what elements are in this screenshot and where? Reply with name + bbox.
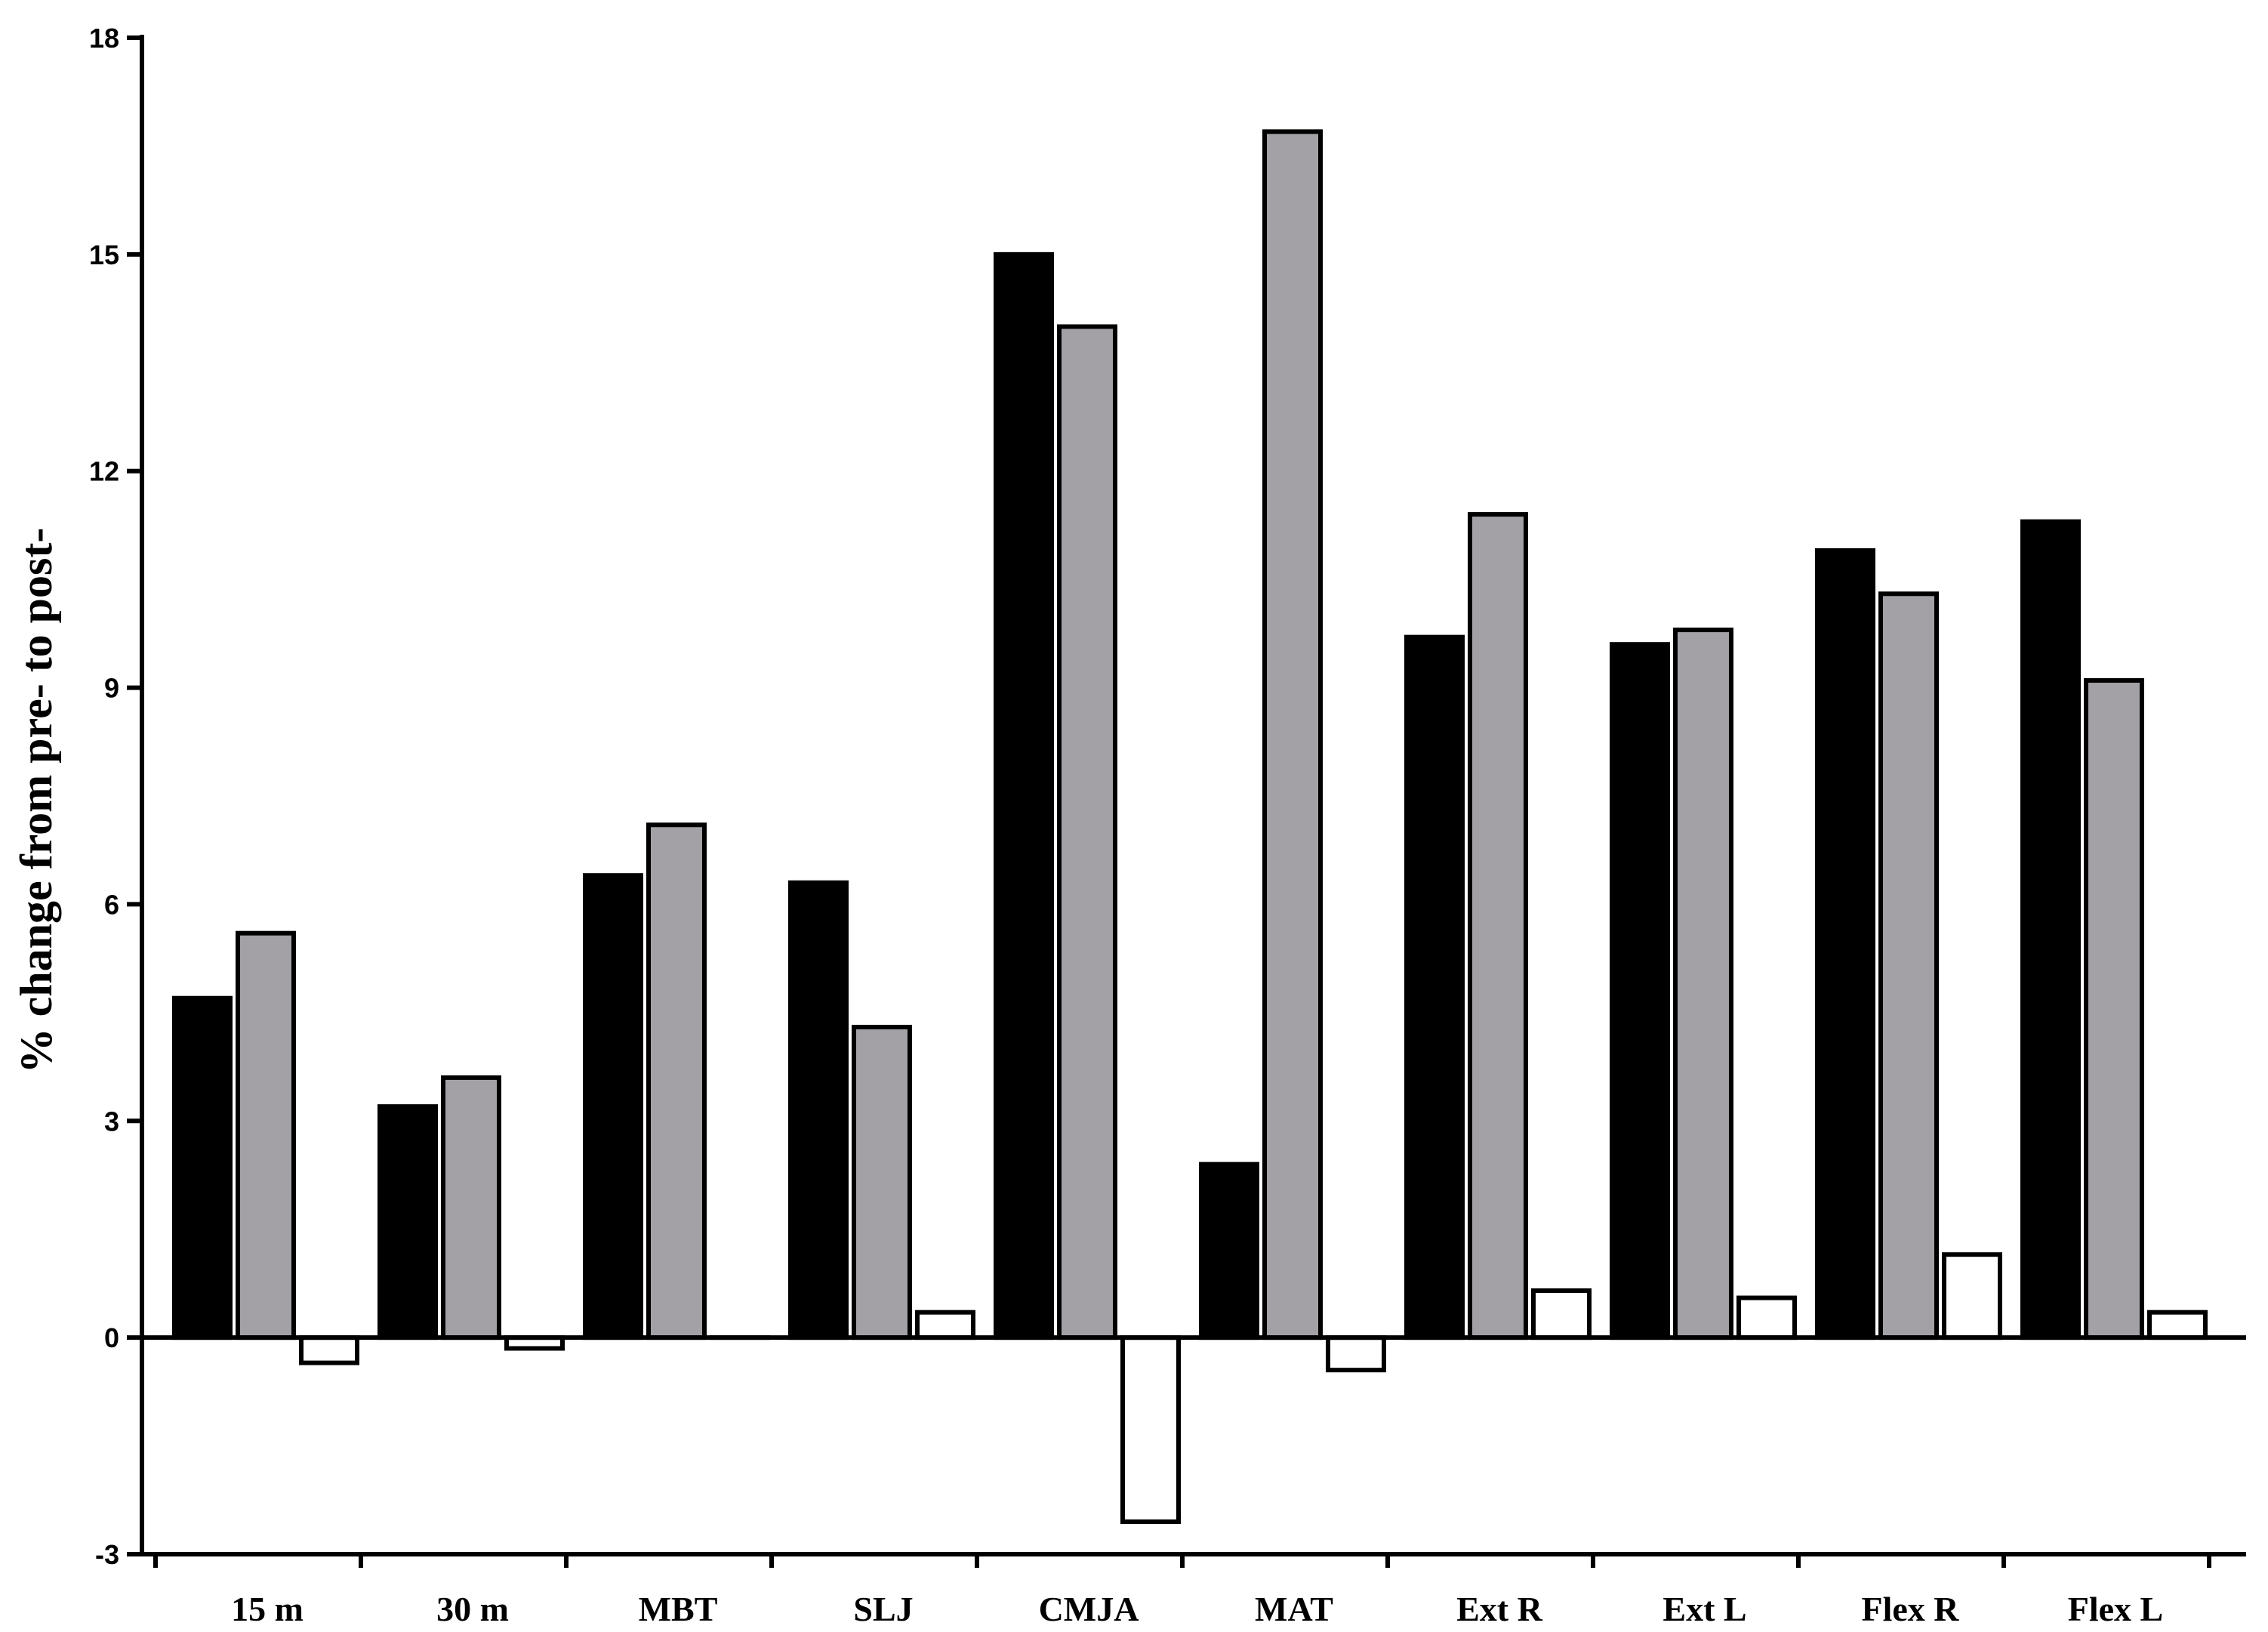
bar-cmja-series-1 [994, 251, 1054, 1340]
bar-ext-l-series-3 [1736, 1295, 1797, 1340]
plot-area: 15 m 30 m MBT SLJ CMJA MAT Ext R Ext L Flex R Fle… [89, 23, 2246, 1628]
bar-cmja-series-3 [1120, 1335, 1181, 1524]
y-tick-label: 3 [104, 1106, 119, 1137]
x-tick-label: SLJ [853, 1590, 913, 1628]
x-tick-label: Flex R [1861, 1590, 1959, 1628]
bar-15-m-series-1 [172, 995, 233, 1340]
bar-cmja-series-2 [1057, 324, 1117, 1340]
x-tick-label: MBT [639, 1590, 718, 1628]
bar-ext-r-series-1 [1404, 634, 1465, 1340]
bar-mat-series-2 [1262, 129, 1323, 1340]
x-tick-label: Ext L [1662, 1590, 1746, 1628]
x-tick-label: Ext R [1456, 1590, 1543, 1628]
bar-30-m-series-1 [377, 1104, 438, 1340]
bar-15-m-series-3 [299, 1335, 359, 1365]
bar-30-m-series-2 [441, 1075, 501, 1340]
bar-flex-r-series-1 [1815, 548, 1875, 1340]
x-tick-label: Flex L [2068, 1590, 2163, 1628]
bar-ext-r-series-3 [1531, 1288, 1592, 1340]
y-tick-label: 15 [89, 239, 119, 270]
y-tick-label: 6 [104, 889, 119, 920]
bar-slj-series-3 [915, 1310, 975, 1340]
bar-flex-l-series-2 [2084, 678, 2144, 1340]
bar-mbt-series-2 [646, 822, 707, 1340]
y-axis-label: % change from pre- to post- [11, 528, 61, 1074]
x-tick-label: MAT [1255, 1590, 1333, 1628]
bar-slj-series-2 [852, 1024, 912, 1340]
bar-flex-r-series-2 [1878, 591, 1939, 1340]
bar-ext-r-series-2 [1468, 512, 1528, 1340]
bar-mbt-series-1 [583, 873, 643, 1340]
bar-flex-l-series-1 [2020, 519, 2081, 1340]
bar-15-m-series-2 [236, 930, 296, 1340]
x-tick-label: 30 m [436, 1590, 509, 1628]
bar-ext-l-series-1 [1610, 642, 1670, 1340]
bar-mat-series-1 [1199, 1162, 1259, 1340]
x-tick-label: CMJA [1039, 1590, 1139, 1628]
y-tick-label: 9 [104, 673, 119, 704]
y-tick-label: 18 [89, 23, 119, 54]
y-tick-label: 12 [89, 456, 119, 487]
y-tick-label: -3 [95, 1539, 119, 1570]
bar-mat-series-3 [1326, 1335, 1386, 1373]
bar-flex-r-series-3 [1942, 1252, 2002, 1340]
x-tick-label: 15 m [231, 1590, 304, 1628]
bar-slj-series-1 [788, 880, 849, 1340]
bar-flex-l-series-3 [2147, 1310, 2208, 1340]
bar-ext-l-series-2 [1673, 628, 1733, 1340]
y-tick-label: 0 [104, 1322, 119, 1353]
